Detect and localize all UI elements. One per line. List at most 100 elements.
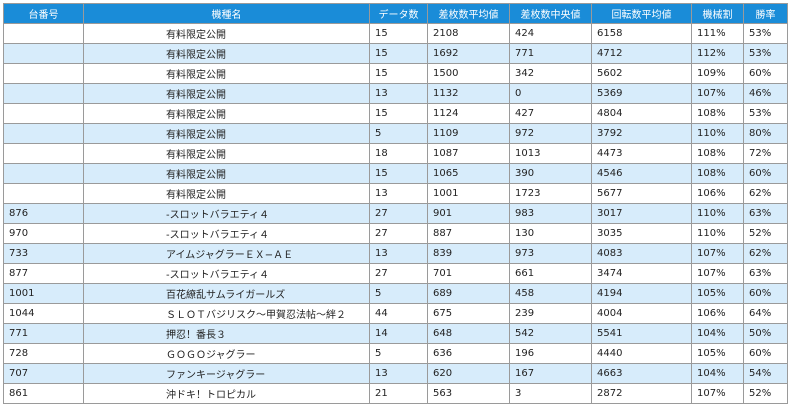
win-rate-cell: 53%: [743, 23, 788, 44]
payout-rate-cell: 108%: [691, 143, 744, 164]
spin-average-cell: 4546: [591, 163, 692, 184]
header-data-count[interactable]: データ数: [369, 3, 428, 24]
win-rate-cell: 72%: [743, 143, 788, 164]
data-count-cell: 15: [369, 23, 428, 44]
win-rate-cell: 63%: [743, 203, 788, 224]
data-count-cell: 13: [369, 243, 428, 264]
table-row: 有料限定公開 15 2108 424 6158 111% 53%: [3, 23, 788, 44]
win-rate-cell: 46%: [743, 83, 788, 104]
diff-average-cell: 648: [427, 323, 510, 344]
data-count-cell: 13: [369, 83, 428, 104]
spin-average-cell: 5369: [591, 83, 692, 104]
machine-number-cell: 771: [3, 323, 84, 344]
ranking-table: 台番号 機種名 データ数 差枚数平均値 差枚数中央値 回転数平均値 機械割 勝率…: [3, 3, 788, 404]
spin-average-cell: 3474: [591, 263, 692, 284]
win-rate-cell: 50%: [743, 323, 788, 344]
header-spin-average[interactable]: 回転数平均値: [591, 3, 692, 24]
machine-name-cell: アイムジャグラーＥＸ−ＡＥ: [83, 243, 370, 264]
win-rate-cell: 60%: [743, 163, 788, 184]
machine-number-cell: 970: [3, 223, 84, 244]
data-count-cell: 5: [369, 123, 428, 144]
data-count-cell: 15: [369, 63, 428, 84]
machine-name-cell: 百花繚乱サムライガールズ: [83, 283, 370, 304]
machine-name-cell: -スロットバラエティ４: [83, 203, 370, 224]
spin-average-cell: 4440: [591, 343, 692, 364]
diff-median-cell: 771: [509, 43, 592, 64]
machine-number-cell: 876: [3, 203, 84, 224]
win-rate-cell: 52%: [743, 223, 788, 244]
table-row: 有料限定公開 15 1500 342 5602 109% 60%: [3, 63, 788, 84]
machine-name-cell: ＳＬＯＴバジリスク〜甲賀忍法帖〜絆２: [83, 303, 370, 324]
win-rate-cell: 62%: [743, 183, 788, 204]
win-rate-cell: 60%: [743, 63, 788, 84]
diff-average-cell: 1132: [427, 83, 510, 104]
win-rate-cell: 52%: [743, 383, 788, 404]
machine-number-cell: [3, 183, 84, 204]
diff-average-cell: 675: [427, 303, 510, 324]
spin-average-cell: 4473: [591, 143, 692, 164]
header-diff-median[interactable]: 差枚数中央値: [509, 3, 592, 24]
data-count-cell: 15: [369, 103, 428, 124]
diff-average-cell: 1500: [427, 63, 510, 84]
win-rate-cell: 54%: [743, 363, 788, 384]
payout-rate-cell: 110%: [691, 123, 744, 144]
machine-number-cell: [3, 43, 84, 64]
diff-average-cell: 901: [427, 203, 510, 224]
win-rate-cell: 64%: [743, 303, 788, 324]
header-machine-name[interactable]: 機種名: [83, 3, 370, 24]
machine-name-cell: 有料限定公開: [83, 143, 370, 164]
machine-number-cell: 1044: [3, 303, 84, 324]
header-payout-rate[interactable]: 機械割: [691, 3, 744, 24]
machine-name-cell: 有料限定公開: [83, 23, 370, 44]
diff-average-cell: 689: [427, 283, 510, 304]
table-row: 876 -スロットバラエティ４ 27 901 983 3017 110% 63%: [3, 203, 788, 224]
machine-number-cell: [3, 123, 84, 144]
data-count-cell: 5: [369, 343, 428, 364]
data-count-cell: 21: [369, 383, 428, 404]
diff-median-cell: 458: [509, 283, 592, 304]
payout-rate-cell: 107%: [691, 263, 744, 284]
spin-average-cell: 4194: [591, 283, 692, 304]
data-count-cell: 14: [369, 323, 428, 344]
diff-median-cell: 196: [509, 343, 592, 364]
table-row: 1044 ＳＬＯＴバジリスク〜甲賀忍法帖〜絆２ 44 675 239 4004 106% 64…: [3, 303, 788, 324]
table-row: 970 -スロットバラエティ４ 27 887 130 3035 110% 52%: [3, 223, 788, 244]
table-row: 有料限定公開 5 1109 972 3792 110% 80%: [3, 123, 788, 144]
header-win-rate[interactable]: 勝率: [743, 3, 788, 24]
diff-average-cell: 1065: [427, 163, 510, 184]
win-rate-cell: 62%: [743, 243, 788, 264]
data-count-cell: 27: [369, 263, 428, 284]
header-machine-number[interactable]: 台番号: [3, 3, 84, 24]
payout-rate-cell: 110%: [691, 203, 744, 224]
machine-name-cell: 押忍！番長３: [83, 323, 370, 344]
spin-average-cell: 4663: [591, 363, 692, 384]
win-rate-cell: 80%: [743, 123, 788, 144]
payout-rate-cell: 108%: [691, 163, 744, 184]
diff-median-cell: 0: [509, 83, 592, 104]
machine-name-cell: 沖ドキ！トロピカル: [83, 383, 370, 404]
win-rate-cell: 60%: [743, 343, 788, 364]
diff-median-cell: 427: [509, 103, 592, 124]
payout-rate-cell: 108%: [691, 103, 744, 124]
win-rate-cell: 53%: [743, 103, 788, 124]
header-diff-average[interactable]: 差枚数平均値: [427, 3, 510, 24]
machine-name-cell: 有料限定公開: [83, 183, 370, 204]
table-row: 707 ファンキージャグラー 13 620 167 4663 104% 54%: [3, 363, 788, 384]
table-row: 728 ＧＯＧＯジャグラー 5 636 196 4440 105% 60%: [3, 343, 788, 364]
payout-rate-cell: 107%: [691, 383, 744, 404]
machine-number-cell: [3, 83, 84, 104]
machine-name-cell: 有料限定公開: [83, 163, 370, 184]
diff-average-cell: 1001: [427, 183, 510, 204]
table-row: 有料限定公開 13 1132 0 5369 107% 46%: [3, 83, 788, 104]
machine-number-cell: [3, 103, 84, 124]
data-count-cell: 5: [369, 283, 428, 304]
diff-median-cell: 390: [509, 163, 592, 184]
data-count-cell: 13: [369, 183, 428, 204]
payout-rate-cell: 110%: [691, 223, 744, 244]
payout-rate-cell: 104%: [691, 363, 744, 384]
diff-average-cell: 1087: [427, 143, 510, 164]
diff-median-cell: 130: [509, 223, 592, 244]
machine-number-cell: [3, 23, 84, 44]
diff-median-cell: 973: [509, 243, 592, 264]
diff-average-cell: 620: [427, 363, 510, 384]
